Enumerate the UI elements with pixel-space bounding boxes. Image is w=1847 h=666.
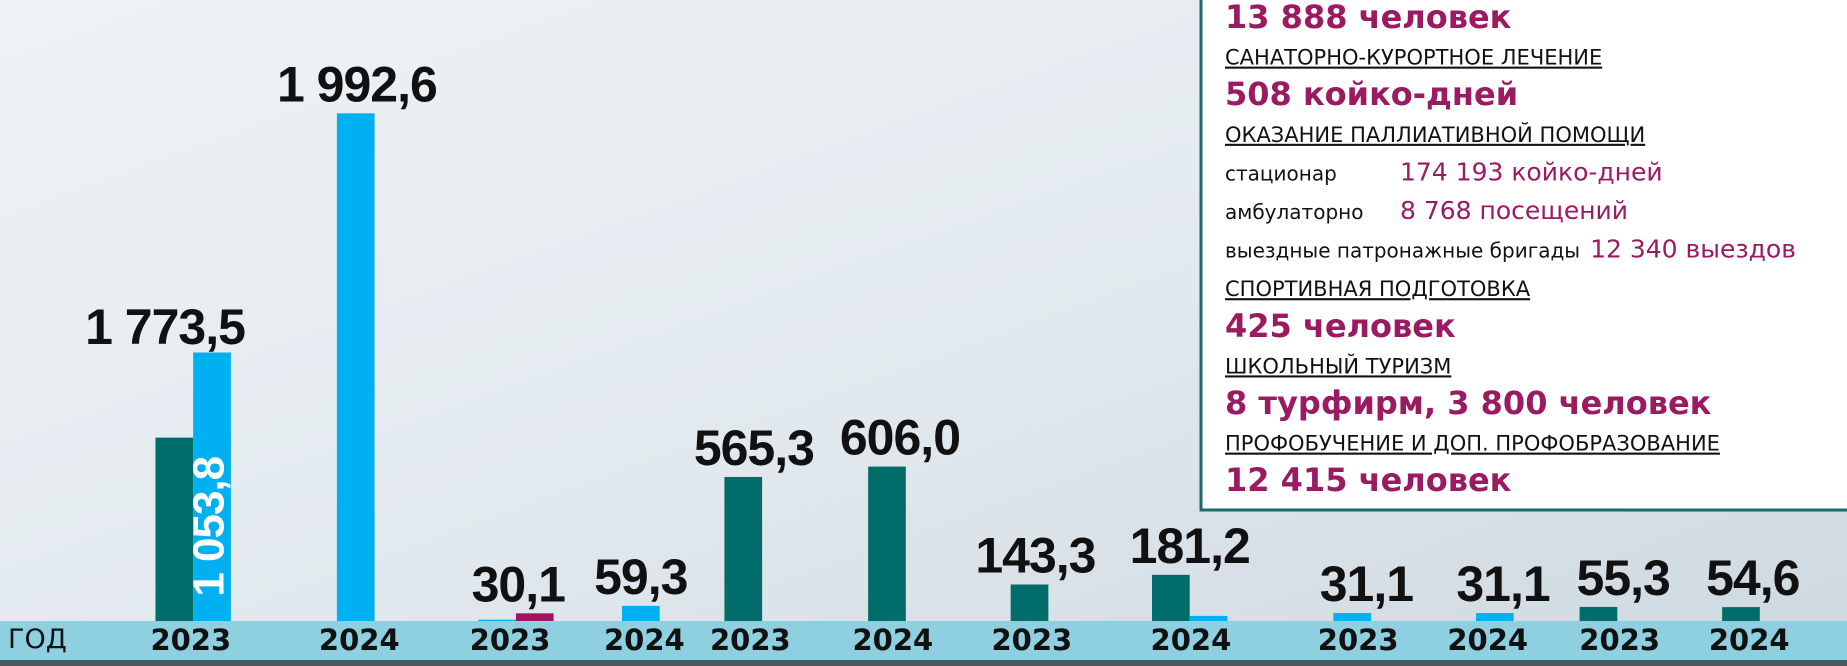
bar: [1579, 606, 1618, 621]
value-label: 59,3: [594, 549, 687, 605]
bar: [1189, 615, 1228, 621]
bar: [193, 352, 231, 621]
value-label: 143,3: [975, 527, 1095, 583]
value-label: 1 992,6: [277, 56, 437, 112]
bar: [478, 619, 516, 621]
bar: [336, 113, 375, 622]
bar: [155, 437, 194, 621]
panel-value: 508 койко-дней: [1225, 75, 1518, 113]
value-label: 31,1: [1456, 556, 1550, 612]
bottom-edge: [0, 660, 1847, 666]
total-label: 1 773,5: [85, 299, 245, 355]
value-label: 30,1: [472, 556, 566, 612]
x-tick-label: 2024: [604, 623, 685, 657]
value-label: 54,6: [1706, 550, 1799, 606]
panel-heading: ПРОФОБУЧЕНИЕ И ДОП. ПРОФОБРАЗОВАНИЕ: [1225, 432, 1720, 456]
bar: [1152, 574, 1190, 621]
x-tick-label: 2023: [710, 623, 791, 657]
panel-value: 8 турфирм, 3 800 человек: [1225, 384, 1712, 422]
x-tick-label: 2024: [1151, 623, 1232, 657]
panel-heading: СПОРТИВНАЯ ПОДГОТОВКА: [1225, 277, 1531, 301]
panel-row-label: выездные патронажные бригады: [1225, 239, 1580, 263]
panel-row-value: 12 340 выездов: [1590, 235, 1796, 264]
info-panel: [1199, 0, 1847, 512]
bar: [724, 476, 763, 621]
value-label: 606,0: [840, 410, 960, 466]
panel-value: 13 888 человек: [1225, 0, 1512, 36]
value-label: 55,3: [1577, 550, 1670, 606]
bar: [1722, 607, 1760, 621]
x-tick-label: 2023: [1318, 623, 1399, 657]
bar: [1333, 613, 1372, 621]
panel-row-label: амбулаторно: [1225, 200, 1363, 224]
bar: [1475, 613, 1514, 621]
value-label: 31,1: [1320, 556, 1414, 612]
value-label: 181,2: [1130, 518, 1250, 574]
x-axis-label: ГОД: [8, 624, 67, 655]
value-label: 1 053,8: [185, 456, 234, 596]
panel-value: 12 415 человек: [1225, 461, 1512, 499]
bar: [621, 605, 660, 621]
panel-row-value: 174 193 койко-дней: [1400, 157, 1663, 186]
x-tick-label: 2023: [992, 623, 1073, 657]
x-tick-label: 2024: [1447, 623, 1528, 657]
x-tick-label: 2024: [853, 623, 934, 657]
panel-row-label: стационар: [1225, 161, 1337, 185]
panel-row-value: 8 768 посещений: [1400, 196, 1628, 225]
bar: [1010, 584, 1049, 621]
bar: [515, 613, 554, 621]
x-tick-label: 2023: [150, 623, 231, 657]
x-tick-label: 2023: [470, 623, 551, 657]
value-label: 565,3: [694, 420, 814, 476]
axis-band: [0, 621, 1847, 660]
panel-heading: ОКАЗАНИЕ ПАЛЛИАТИВНОЙ ПОМОЩИ: [1225, 122, 1645, 147]
panel-heading: ШКОЛЬНЫЙ ТУРИЗМ: [1225, 353, 1451, 378]
panel-value: 425 человек: [1225, 307, 1456, 345]
x-tick-label: 2024: [319, 623, 400, 657]
panel-heading: САНАТОРНО-КУРОРТНОЕ ЛЕЧЕНИЕ: [1225, 46, 1602, 70]
x-tick-label: 2023: [1579, 623, 1660, 657]
bar: [868, 466, 906, 621]
x-tick-label: 2024: [1709, 623, 1790, 657]
